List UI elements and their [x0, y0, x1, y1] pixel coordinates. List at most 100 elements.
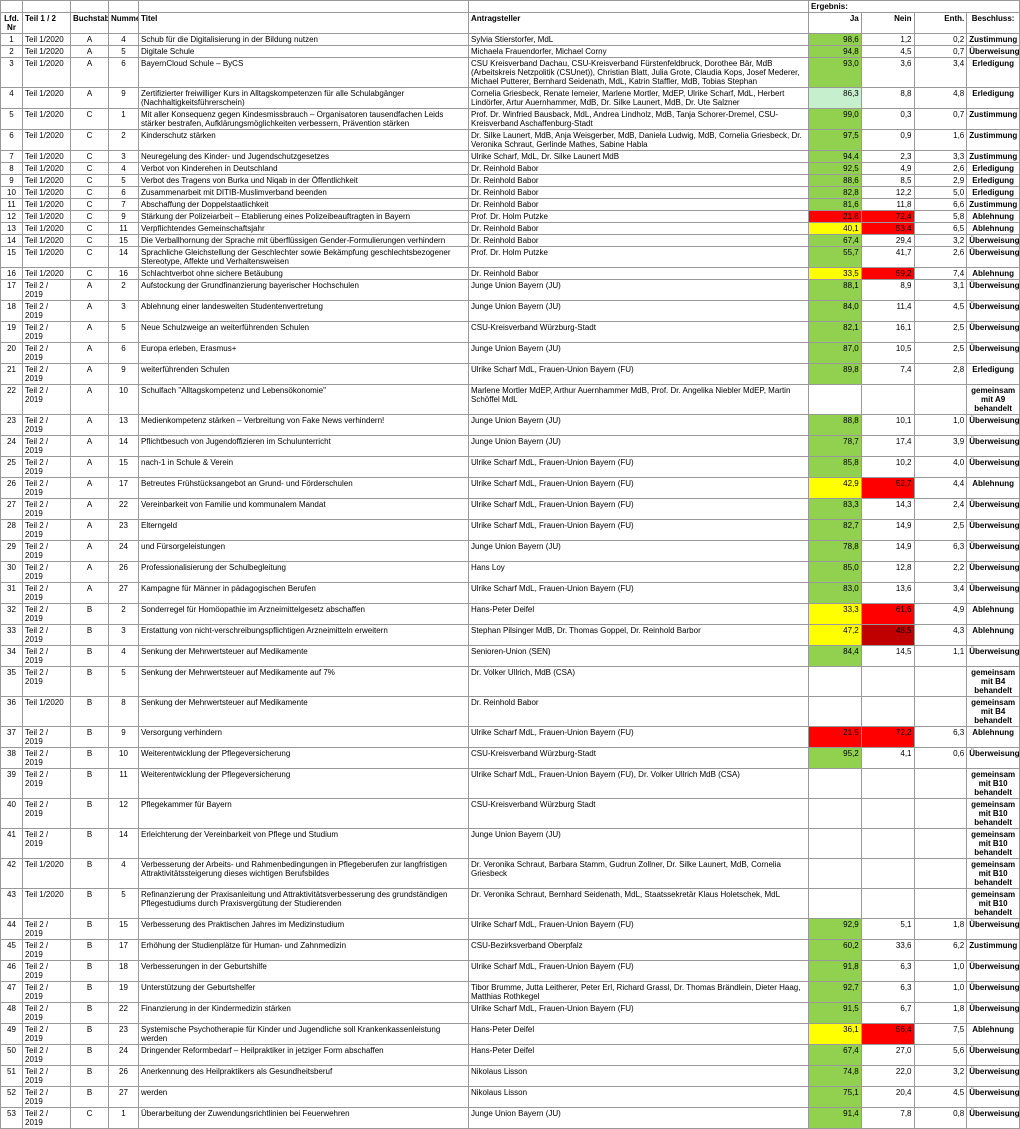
cell-teil: Teil 1/2020	[23, 187, 71, 199]
cell-teil: Teil 2 / 2019	[23, 280, 71, 301]
table-row: 17Teil 2 / 2019A2Aufstockung der Grundfi…	[1, 280, 1020, 301]
table-row: 26Teil 2 / 2019A17Betreutes Frühstücksan…	[1, 478, 1020, 499]
cell-nein: 61,6	[861, 604, 914, 625]
cell-antrag: Dr. Reinhold Babor	[469, 223, 809, 235]
table-row: 14Teil 1/2020C15Die Verballhornung der S…	[1, 235, 1020, 247]
cell-titel: Mit aller Konsequenz gegen Kindesmissbra…	[139, 109, 469, 130]
cell-buch: B	[71, 1066, 109, 1087]
table-row: 16Teil 1/2020C16Schlachtverbot ohne sich…	[1, 268, 1020, 280]
cell-besch: Überweisung	[967, 1045, 1020, 1066]
cell-nein: 10,1	[861, 415, 914, 436]
cell-buch: C	[71, 151, 109, 163]
cell-ja: 91,5	[809, 1003, 862, 1024]
cell-buch: B	[71, 1087, 109, 1108]
header-row-2: Lfd. Nr Teil 1 / 2 Buchstabe Nummer Tite…	[1, 13, 1020, 34]
cell-besch: Zustimmung	[967, 109, 1020, 130]
cell-nein: 53,4	[861, 223, 914, 235]
cell-nr: 3	[1, 58, 23, 88]
cell-titel: Abschaffung der Doppelstaatlichkeit	[139, 199, 469, 211]
cell-num: 4	[109, 646, 139, 667]
cell-nein: 20,4	[861, 1087, 914, 1108]
cell-nr: 44	[1, 919, 23, 940]
cell-teil: Teil 2 / 2019	[23, 562, 71, 583]
cell-enth: 3,2	[914, 1066, 967, 1087]
cell-nr: 34	[1, 646, 23, 667]
cell-nr: 52	[1, 1087, 23, 1108]
cell-antrag: Junge Union Bayern (JU)	[469, 280, 809, 301]
cell-antrag: Senioren-Union (SEN)	[469, 646, 809, 667]
cell-num: 22	[109, 499, 139, 520]
cell-antrag: Junge Union Bayern (JU)	[469, 301, 809, 322]
cell-titel: werden	[139, 1087, 469, 1108]
cell-nr: 4	[1, 88, 23, 109]
table-row: 47Teil 2 / 2019B19Unterstützung der Gebu…	[1, 982, 1020, 1003]
cell-besch: Erledigung	[967, 187, 1020, 199]
cell-buch: B	[71, 961, 109, 982]
cell-besch: Zustimmung	[967, 151, 1020, 163]
cell-ja: 86,3	[809, 88, 862, 109]
cell-ja	[809, 769, 862, 799]
hdr-nein: Nein	[861, 13, 914, 34]
cell-nein	[861, 829, 914, 859]
table-row: 33Teil 2 / 2019B3Erstattung von nicht-ve…	[1, 625, 1020, 646]
cell-num: 10	[109, 385, 139, 415]
cell-enth: 6,5	[914, 223, 967, 235]
cell-titel: Weiterentwicklung der Pflegeversicherung	[139, 748, 469, 769]
cell-teil: Teil 1/2020	[23, 130, 71, 151]
cell-buch: C	[71, 268, 109, 280]
cell-antrag: Dr. Reinhold Babor	[469, 187, 809, 199]
cell-nr: 5	[1, 109, 23, 130]
cell-buch: B	[71, 697, 109, 727]
cell-nr: 21	[1, 364, 23, 385]
cell-besch: Ablehnung	[967, 478, 1020, 499]
cell-buch: C	[71, 163, 109, 175]
cell-buch: B	[71, 667, 109, 697]
table-row: 37Teil 2 / 2019B9Versorgung verhindernUl…	[1, 727, 1020, 748]
cell-antrag: Junge Union Bayern (JU)	[469, 436, 809, 457]
cell-antrag: Junge Union Bayern (JU)	[469, 541, 809, 562]
cell-nein: 0,9	[861, 130, 914, 151]
cell-num: 14	[109, 247, 139, 268]
cell-titel: Verbot des Tragens von Burka und Niqab i…	[139, 175, 469, 187]
hdr-antrag: Antragsteller	[469, 13, 809, 34]
cell-nein: 12,2	[861, 187, 914, 199]
cell-ja	[809, 799, 862, 829]
cell-antrag: Nikolaus Lisson	[469, 1066, 809, 1087]
table-row: 18Teil 2 / 2019A3Ablehnung einer landesw…	[1, 301, 1020, 322]
cell-nr: 19	[1, 322, 23, 343]
cell-besch: gemeinsam mit B4 behandelt	[967, 697, 1020, 727]
cell-nr: 7	[1, 151, 23, 163]
cell-num: 11	[109, 769, 139, 799]
cell-besch: gemeinsam mit B10 behandelt	[967, 889, 1020, 919]
cell-nein: 6,7	[861, 1003, 914, 1024]
table-row: 35Teil 2 / 2019B5Senkung der Mehrwertste…	[1, 667, 1020, 697]
cell-titel: Refinanzierung der Praxisanleitung und A…	[139, 889, 469, 919]
cell-besch: gemeinsam mit B4 behandelt	[967, 667, 1020, 697]
cell-nr: 24	[1, 436, 23, 457]
cell-antrag: Ulrike Scharf MdL, Frauen-Union Bayern (…	[469, 919, 809, 940]
cell-nein: 8,9	[861, 280, 914, 301]
cell-titel: Schulfach "Alltagskompetenz und Lebensök…	[139, 385, 469, 415]
cell-besch: Erledigung	[967, 58, 1020, 88]
cell-teil: Teil 2 / 2019	[23, 1087, 71, 1108]
cell-teil: Teil 2 / 2019	[23, 646, 71, 667]
cell-titel: nach-1 in Schule & Verein	[139, 457, 469, 478]
cell-ja	[809, 697, 862, 727]
cell-teil: Teil 1/2020	[23, 151, 71, 163]
cell-num: 11	[109, 223, 139, 235]
cell-buch: A	[71, 46, 109, 58]
cell-enth: 4,0	[914, 457, 967, 478]
cell-num: 3	[109, 301, 139, 322]
table-row: 42Teil 1/2020B4Verbesserung der Arbeits-…	[1, 859, 1020, 889]
cell-nein: 48,5	[861, 625, 914, 646]
cell-buch: A	[71, 343, 109, 364]
cell-ja: 84,4	[809, 646, 862, 667]
cell-num: 16	[109, 268, 139, 280]
cell-ja: 81,6	[809, 199, 862, 211]
cell-nein: 6,3	[861, 961, 914, 982]
table-row: 38Teil 2 / 2019B10Weiterentwicklung der …	[1, 748, 1020, 769]
cell-teil: Teil 1/2020	[23, 697, 71, 727]
cell-titel: Medienkompetenz stärken – Verbreitung vo…	[139, 415, 469, 436]
cell-enth: 1,0	[914, 982, 967, 1003]
cell-teil: Teil 1/2020	[23, 859, 71, 889]
